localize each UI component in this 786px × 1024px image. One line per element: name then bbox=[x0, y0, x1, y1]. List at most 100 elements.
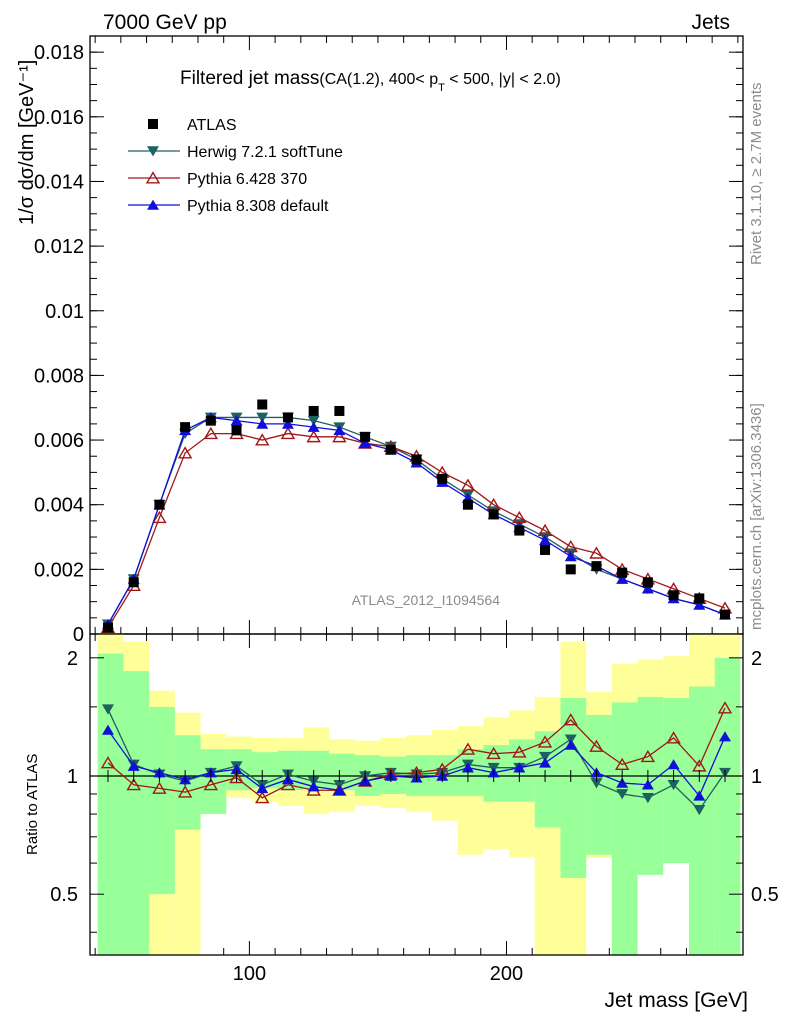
y-tick-label: 0.016 bbox=[34, 107, 84, 129]
ratio-point bbox=[127, 760, 140, 771]
series-atlas bbox=[102, 399, 731, 633]
band-green-bin bbox=[149, 706, 175, 895]
ratio-point bbox=[641, 779, 654, 790]
ratio-point bbox=[177, 785, 193, 798]
legend-entry-pythia-8-308-default: Pythia 8.308 default bbox=[128, 198, 329, 215]
ratio-point bbox=[229, 770, 244, 784]
data-point bbox=[539, 534, 552, 546]
ratio-plot: 0.5 0.5 1 1 2 2 bbox=[50, 633, 779, 956]
data-point bbox=[334, 405, 345, 416]
ratio-point bbox=[614, 757, 630, 770]
legend-entry-atlas: ATLAS bbox=[148, 117, 237, 134]
x-tick-label: 100 bbox=[233, 963, 266, 985]
ratio-point bbox=[461, 762, 474, 773]
legend-marker bbox=[148, 119, 158, 129]
legend-marker bbox=[147, 146, 159, 157]
x-tick-label: 200 bbox=[490, 963, 523, 985]
analysis-watermark: ATLAS_2012_I1094564 bbox=[352, 592, 501, 608]
ratio-point bbox=[203, 777, 219, 791]
data-point bbox=[255, 433, 270, 446]
data-point bbox=[332, 430, 347, 443]
data-point bbox=[540, 544, 551, 555]
band-green-bin bbox=[534, 731, 561, 828]
legend: ATLAS Herwig 7.2.1 softTune Pythia 6.428 3… bbox=[128, 117, 343, 215]
data-point bbox=[203, 426, 219, 440]
ratio-tick-label: 1 bbox=[67, 766, 78, 788]
data-point bbox=[359, 437, 372, 449]
data-point bbox=[256, 412, 269, 423]
data-point bbox=[154, 499, 165, 510]
data-point bbox=[282, 412, 293, 423]
ratio-point bbox=[590, 778, 603, 789]
data-point bbox=[177, 446, 193, 459]
ratio-point bbox=[230, 763, 243, 775]
ratio-tick-label-right: 0.5 bbox=[751, 884, 779, 906]
ratio-point bbox=[667, 759, 680, 770]
ratio-point bbox=[255, 791, 270, 804]
data-point bbox=[411, 454, 422, 465]
data-point bbox=[307, 415, 320, 427]
data-point bbox=[102, 622, 113, 633]
ratio-point bbox=[616, 777, 629, 788]
ratio-point bbox=[486, 746, 501, 760]
y-tick-label: 0.004 bbox=[34, 495, 84, 517]
data-point bbox=[231, 425, 242, 436]
ratio-tick-label: 2 bbox=[67, 648, 78, 670]
ratio-point bbox=[101, 724, 114, 735]
ratio-point bbox=[589, 739, 604, 752]
y-tick-label: 0.018 bbox=[34, 42, 84, 64]
data-point bbox=[333, 424, 346, 436]
ratio-y-ticks: 0.5 0.5 1 1 2 2 bbox=[50, 648, 779, 933]
ratio-point bbox=[513, 762, 526, 773]
ratio-frame bbox=[89, 633, 744, 956]
data-point bbox=[257, 399, 268, 410]
data-point bbox=[460, 478, 476, 491]
data-point bbox=[360, 431, 371, 442]
ratio-point bbox=[280, 777, 296, 791]
data-point bbox=[641, 583, 654, 594]
ratio-point bbox=[563, 713, 578, 726]
legend-label: Pythia 6.428 370 bbox=[187, 171, 307, 188]
data-point bbox=[617, 567, 628, 578]
data-point bbox=[668, 590, 679, 601]
header-right: Jets bbox=[691, 11, 730, 34]
band-green-bin bbox=[457, 749, 484, 796]
ratio-point bbox=[693, 805, 706, 816]
title-cut-b: < 500, |y| < 2.0) bbox=[445, 71, 561, 88]
legend-entry-pythia-6-428-370: Pythia 6.428 370 bbox=[128, 171, 307, 188]
x-axis-label: Jet mass [GeV] bbox=[604, 989, 748, 1012]
y-tick-label: 0.006 bbox=[34, 430, 84, 452]
data-point bbox=[306, 430, 321, 443]
ratio-point bbox=[666, 731, 681, 744]
data-point bbox=[128, 577, 139, 588]
ratio-point bbox=[512, 745, 527, 758]
y-tick-label: 0.014 bbox=[34, 171, 84, 193]
band-green-bin bbox=[123, 671, 150, 955]
header-left: 7000 GeV pp bbox=[103, 11, 227, 34]
ratio-point bbox=[460, 742, 476, 755]
data-point bbox=[307, 421, 320, 432]
ratio-point bbox=[641, 793, 654, 804]
ratio-bands bbox=[97, 634, 741, 955]
ratio-point bbox=[101, 704, 114, 715]
data-point bbox=[385, 444, 396, 455]
band-green-bin bbox=[560, 698, 587, 878]
ratio-tick-label-right: 1 bbox=[751, 766, 762, 788]
data-point bbox=[565, 564, 576, 575]
x-axis-ticks: 100 200 bbox=[94, 36, 739, 985]
y-tick-label: 0.002 bbox=[34, 559, 84, 581]
ratio-point bbox=[256, 782, 269, 794]
ratio-point bbox=[616, 789, 629, 800]
y-tick-label: 0.01 bbox=[45, 301, 84, 323]
data-point bbox=[437, 473, 448, 484]
band-green-bin bbox=[611, 702, 638, 955]
band-green-bin bbox=[714, 657, 741, 955]
ratio-point bbox=[667, 779, 680, 791]
title-main: Filtered jet mass bbox=[180, 68, 319, 89]
data-point bbox=[180, 422, 191, 433]
ratio-point bbox=[564, 739, 577, 750]
data-point bbox=[694, 593, 705, 604]
data-point bbox=[514, 525, 525, 536]
ratio-series-atlas bbox=[107, 770, 726, 783]
